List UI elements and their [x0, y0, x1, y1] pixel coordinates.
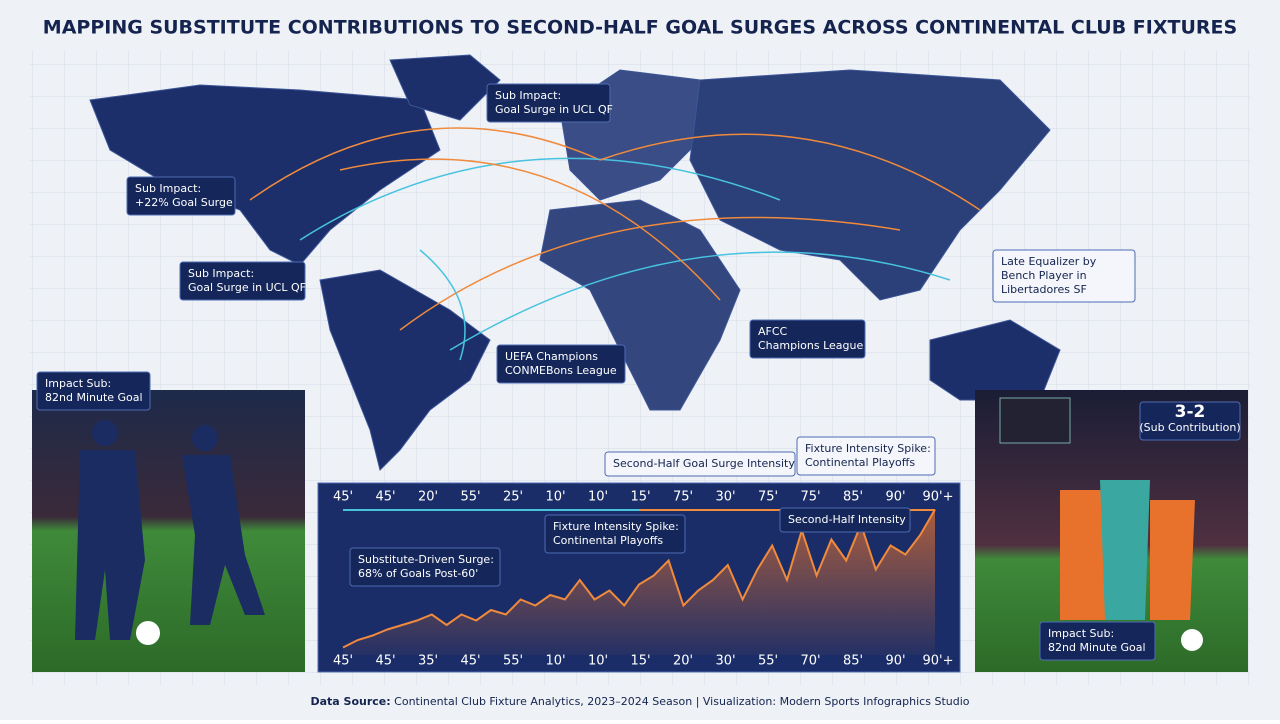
x-tick-label: 20': [418, 490, 438, 505]
callout-box: [544, 514, 686, 554]
callout-text: Sub Impact:: [188, 267, 254, 280]
x-tick-label: 90': [885, 654, 905, 669]
x-tick-label: 10': [545, 490, 565, 505]
x-tick-label: 90': [885, 490, 905, 505]
callout-text: Substitute-Driven Surge:: [358, 553, 494, 566]
title: MAPPING SUBSTITUTE CONTRIBUTIONS TO SECO…: [43, 17, 1237, 39]
x-tick-label: 75': [758, 490, 778, 505]
x-tick-label: 55': [758, 654, 778, 669]
x-tick-label: 90'+: [922, 490, 953, 505]
callout-text: Fixture Intensity Spike:: [553, 520, 679, 533]
callout-text: 3-2: [1175, 402, 1206, 422]
x-tick-label: 15': [630, 490, 650, 505]
callout-text: Champions League: [758, 339, 863, 352]
callout-text: Second-Half Goal Surge Intensity: [613, 457, 795, 470]
callout-box: [1139, 401, 1241, 441]
players-right: [999, 397, 1203, 651]
callout-box: [749, 319, 866, 359]
x-tick-label: 45': [460, 654, 480, 669]
callout-text: Libertadores SF: [1001, 283, 1087, 296]
x-tick-label: 45': [375, 490, 395, 505]
callout-text: Impact Sub:: [45, 377, 111, 390]
x-tick-label: 20': [673, 654, 693, 669]
x-tick-label: 75': [673, 490, 693, 505]
x-tick-label: 10': [545, 654, 565, 669]
callout-text: Late Equalizer by: [1001, 255, 1097, 268]
callout-text: +22% Goal Surge: [135, 196, 233, 209]
world-map: [89, 54, 1061, 471]
callout-box: [179, 261, 306, 301]
callout-box: [796, 436, 936, 476]
callout-text: Goal Surge in UCL QF: [188, 281, 306, 294]
x-tick-label: 55': [460, 490, 480, 505]
callout-text: 82nd Minute Goal: [1048, 641, 1146, 654]
x-tick-label: 70': [800, 654, 820, 669]
callout-text: 82nd Minute Goal: [45, 391, 143, 404]
footer-text: Continental Club Fixture Analytics, 2023…: [394, 695, 970, 708]
callout-text: CONMEBons League: [505, 364, 617, 377]
callout-text: Goal Surge in UCL QF: [495, 103, 613, 116]
players-left: [75, 420, 265, 645]
callout-box: [604, 451, 796, 477]
x-tick-label: 85': [843, 490, 863, 505]
callout-text: Continental Playoffs: [553, 534, 663, 547]
callout-text: Continental Playoffs: [805, 456, 915, 469]
x-tick-label: 25': [503, 490, 523, 505]
x-tick-label: 90'+: [922, 654, 953, 669]
callout-text: 68% of Goals Post-60': [358, 567, 478, 580]
callout-box: [349, 547, 501, 587]
x-tick-label: 10': [588, 490, 608, 505]
x-tick-label: 55': [503, 654, 523, 669]
callout-text: Fixture Intensity Spike:: [805, 442, 931, 455]
footer: Data Source: Continental Club Fixture An…: [310, 695, 969, 708]
line-area: [343, 509, 935, 655]
callout-box: [779, 507, 911, 533]
callout-text: Impact Sub:: [1048, 627, 1114, 640]
x-tick-label: 75': [800, 490, 820, 505]
callout-box: [496, 344, 626, 384]
callout-text: Sub Impact:: [135, 182, 201, 195]
x-tick-label: 45': [333, 490, 353, 505]
callout-box: [126, 176, 236, 216]
x-tick-label: 30': [715, 654, 735, 669]
x-tick-label: 35': [418, 654, 438, 669]
x-tick-label: 15': [630, 654, 650, 669]
x-tick-label: 45': [375, 654, 395, 669]
x-tick-label: 30': [715, 490, 735, 505]
callout-box: [36, 371, 151, 411]
callout-box: [992, 249, 1136, 303]
x-tick-label: 85': [843, 654, 863, 669]
x-tick-label: 10': [588, 654, 608, 669]
callout-text: (Sub Contribution): [1139, 421, 1240, 434]
callout-text: AFCC: [758, 325, 788, 338]
intensity-line: [342, 508, 936, 649]
callout-text: UEFA Champions: [505, 350, 598, 363]
chart: 45' 45' 20' 55' 25' 10' 10' 15' 75' 30' 75' 75' 85' 9…: [333, 436, 954, 669]
photo-left: [32, 390, 305, 672]
callout-text: Sub Impact:: [495, 89, 561, 102]
connection-arcs: [249, 127, 981, 361]
callout-box: [1039, 621, 1156, 661]
callout-text: Bench Player in: [1001, 269, 1087, 282]
x-tick-label: 45': [333, 654, 353, 669]
footer-label: Data Source:: [310, 695, 390, 708]
callout-text: Second-Half Intensity: [788, 513, 906, 526]
callout-box: [486, 83, 611, 123]
